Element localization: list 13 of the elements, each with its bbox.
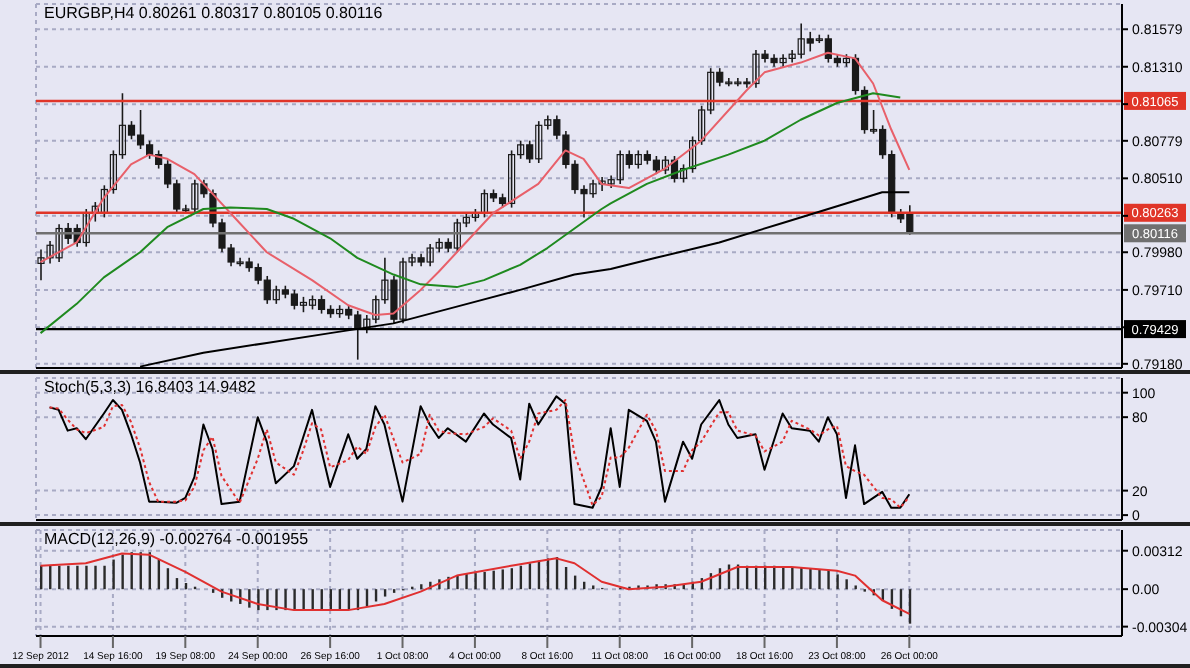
candlestick (82, 208, 90, 248)
line-series (39, 552, 911, 615)
line-series (39, 92, 902, 335)
chart-title: Stoch(5,3,3) 16.8403 14.9482 (44, 378, 256, 396)
candlestick (661, 155, 670, 175)
chart-title: MACD(12,26,9) -0.002764 -0.001955 (44, 530, 309, 548)
candlestick (480, 188, 489, 219)
chart-title: EURGBP,H4 0.80261 0.80317 0.80105 0.80116 (44, 4, 383, 22)
candlestick (317, 294, 326, 315)
candlestick (679, 163, 688, 184)
candlestick (136, 109, 145, 150)
candlestick (100, 184, 108, 219)
candlestick (91, 201, 99, 223)
